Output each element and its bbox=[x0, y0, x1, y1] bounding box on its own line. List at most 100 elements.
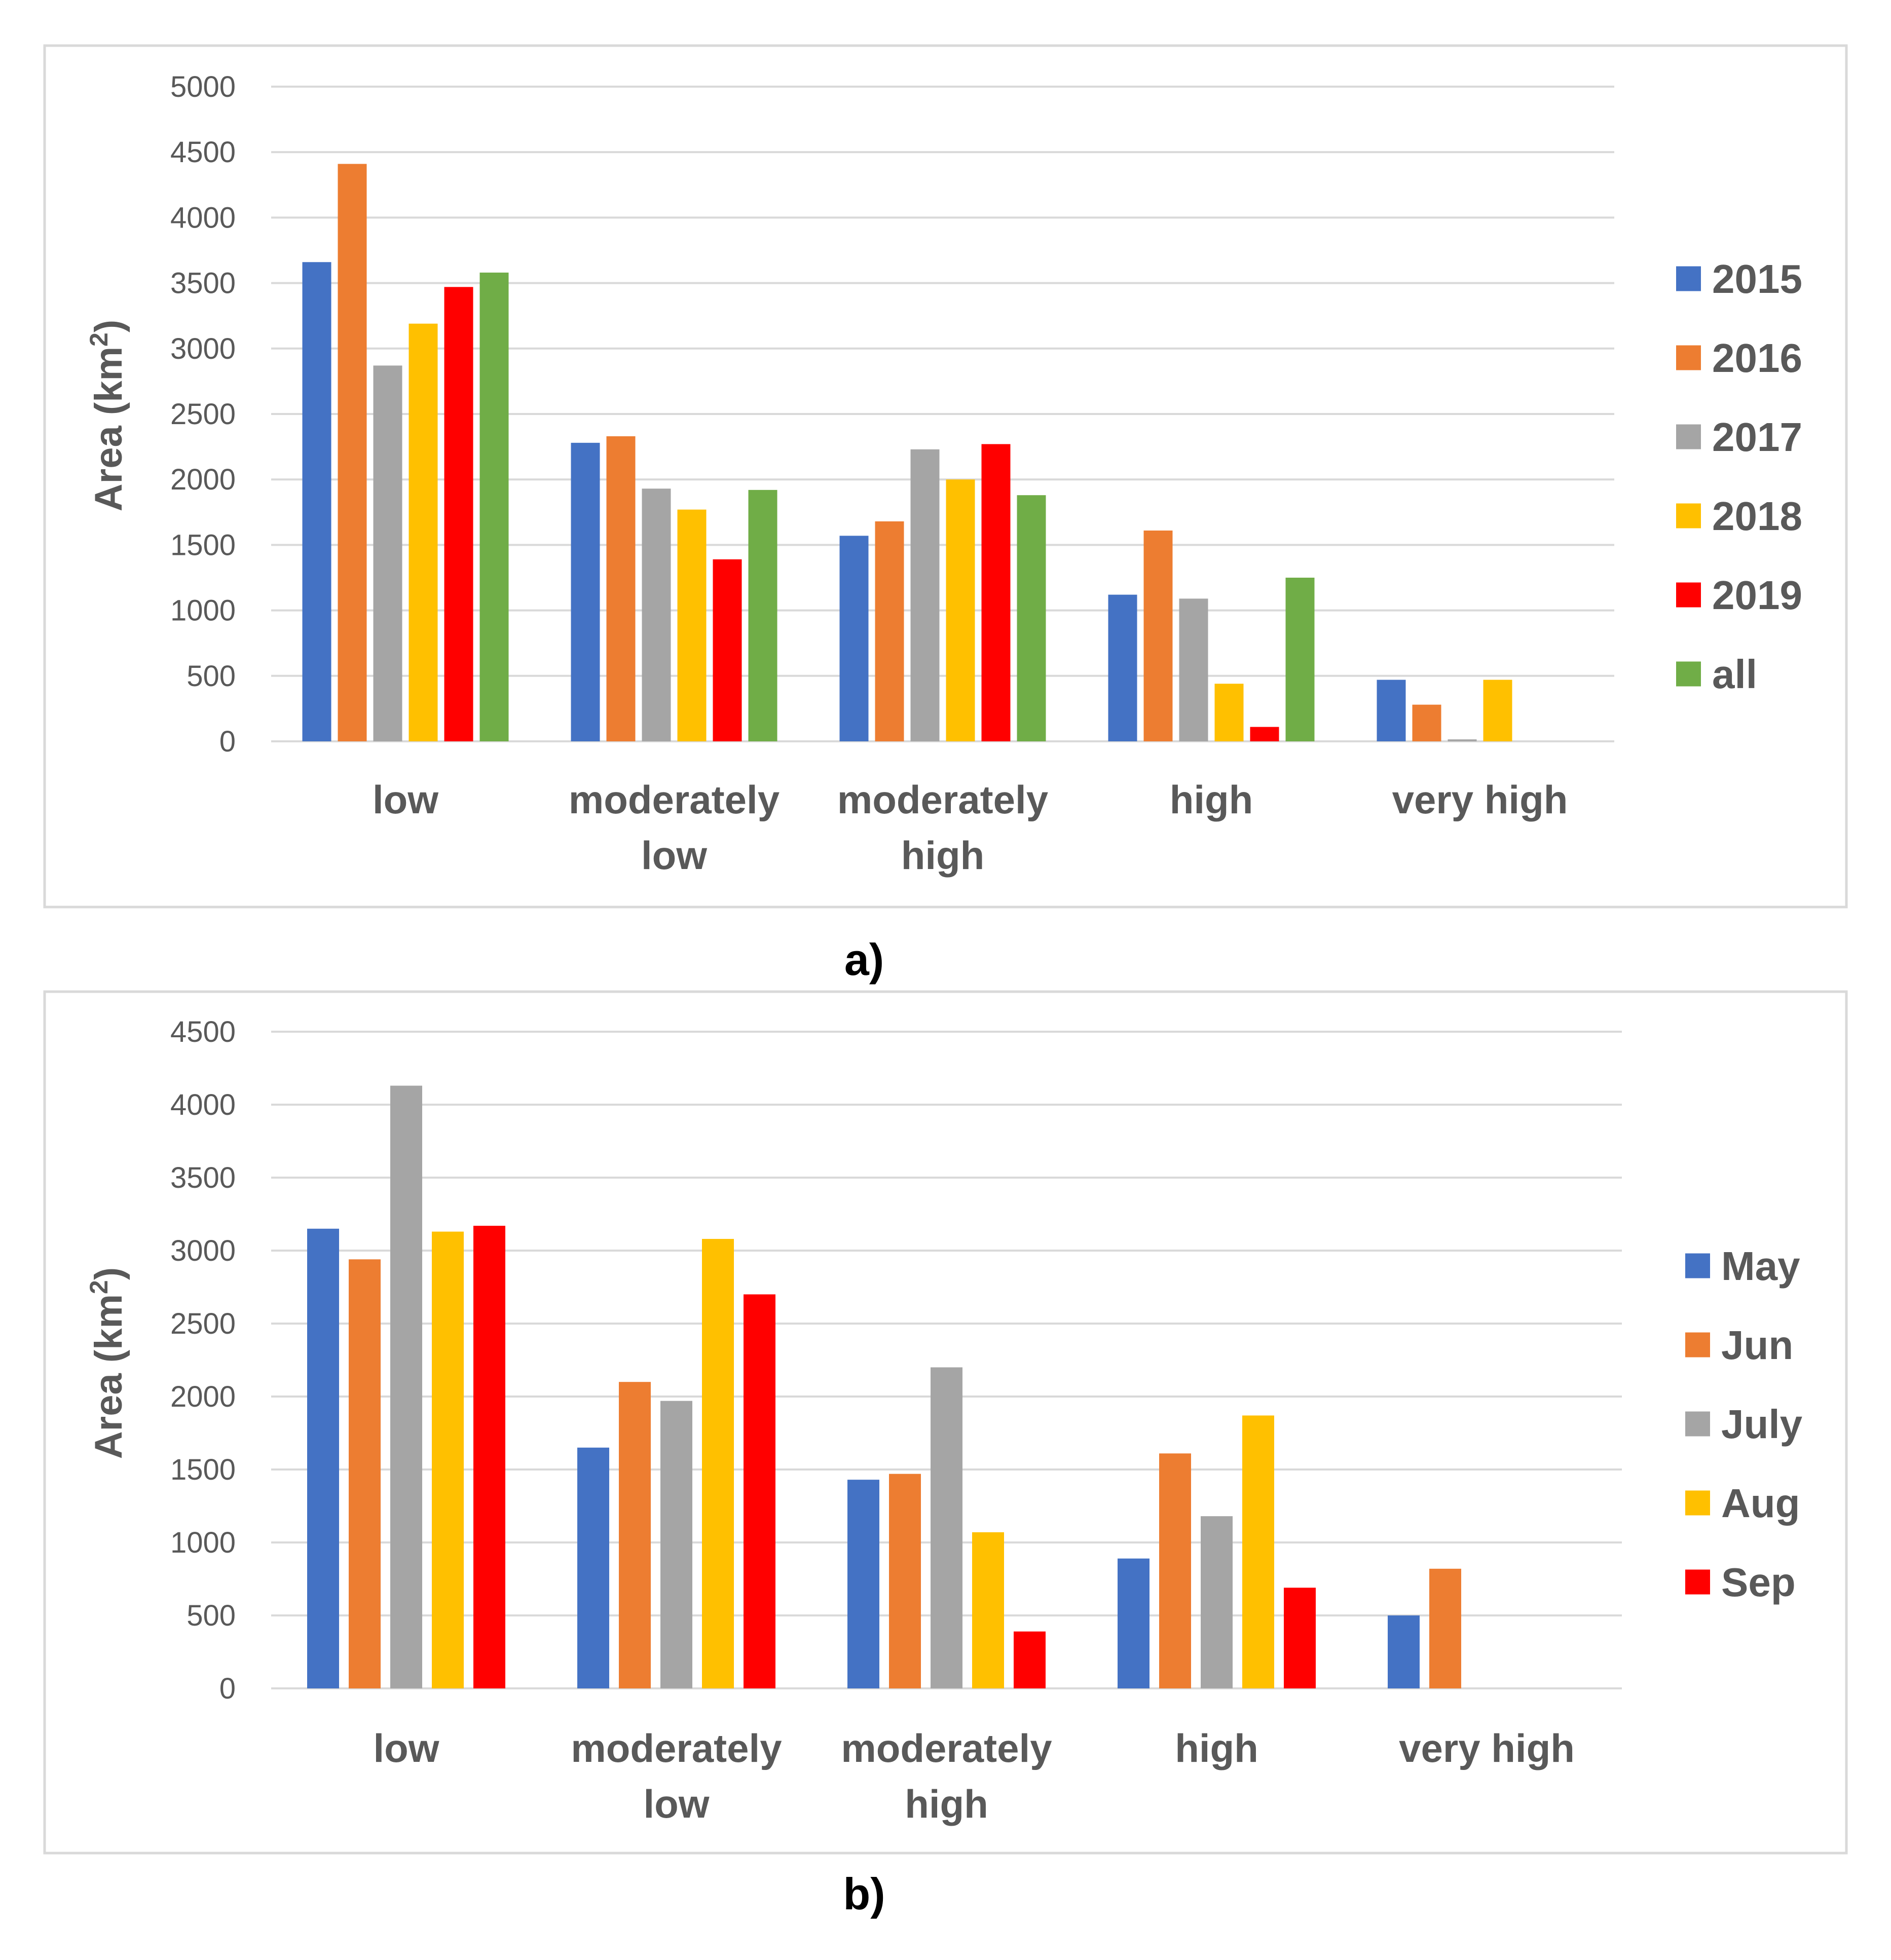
bar-2015-moderately-high bbox=[839, 536, 869, 741]
y-tick-label: 3500 bbox=[170, 1161, 236, 1194]
legend-swatch-2016 bbox=[1676, 345, 1701, 370]
bar-aug-moderately-low bbox=[702, 1238, 734, 1688]
bar-2019-low bbox=[444, 287, 473, 741]
y-axis-label-close: ) bbox=[87, 320, 130, 332]
y-tick-label: 1500 bbox=[170, 529, 236, 561]
bar-2016-moderately-high bbox=[875, 521, 904, 741]
bar-july-moderately-low bbox=[660, 1401, 692, 1688]
bar-july-moderately-high bbox=[931, 1367, 962, 1688]
category-label-line: low bbox=[373, 777, 438, 822]
panel-label: a) bbox=[844, 934, 884, 985]
category-label: low bbox=[374, 1726, 439, 1770]
bar-jun-high bbox=[1159, 1453, 1191, 1688]
bar-2017-moderately-high bbox=[910, 449, 940, 741]
y-tick-label: 3000 bbox=[170, 1234, 236, 1267]
category-label-line: low bbox=[644, 1782, 710, 1826]
bar-may-moderately-low bbox=[577, 1447, 609, 1688]
legend-swatch-july bbox=[1685, 1411, 1710, 1437]
y-tick-label: 1000 bbox=[170, 594, 236, 627]
bar-2018-very-high bbox=[1483, 680, 1512, 741]
bar-aug-low bbox=[432, 1231, 464, 1688]
category-label: high bbox=[1175, 1726, 1258, 1770]
y-axis-label-text: Area (km bbox=[87, 347, 130, 511]
y-tick-label: 0 bbox=[219, 1672, 236, 1705]
legend-swatch-2018 bbox=[1676, 503, 1701, 529]
bar-2017-low bbox=[373, 365, 402, 741]
bar-2015-high bbox=[1108, 594, 1137, 741]
y-tick-label: 500 bbox=[187, 660, 236, 693]
category-label: moderately low bbox=[569, 777, 780, 878]
legend-label-2018: 2018 bbox=[1712, 494, 1802, 539]
y-tick-label: 2500 bbox=[170, 1307, 236, 1340]
y-tick-label: 2500 bbox=[170, 398, 236, 431]
legend-swatch-2019 bbox=[1676, 582, 1701, 608]
bar-2019-moderately-low bbox=[713, 559, 742, 741]
legend-label-2016: 2016 bbox=[1712, 335, 1802, 381]
legend-label-2017: 2017 bbox=[1712, 414, 1802, 460]
bar-2017-very-high bbox=[1448, 739, 1477, 741]
chart-panel-a: 0 500 1000 1500 2000 2500 3000 3500 4000 4500 5000… bbox=[43, 44, 1848, 909]
bar-sep-high bbox=[1284, 1588, 1316, 1688]
bar-aug-moderately-high bbox=[972, 1532, 1004, 1688]
y-tick-label: 2000 bbox=[170, 463, 236, 496]
legend-label-sep: Sep bbox=[1721, 1560, 1796, 1605]
category-label-line: high bbox=[901, 833, 985, 878]
bar-jun-moderately-low bbox=[619, 1382, 651, 1688]
bar-all-low bbox=[479, 272, 509, 741]
bar-jun-low bbox=[349, 1259, 381, 1688]
legend-label-july: July bbox=[1721, 1402, 1803, 1447]
category-label-line: moderately bbox=[837, 777, 1048, 822]
legend-swatch-sep bbox=[1685, 1569, 1710, 1595]
category-label: very high bbox=[1392, 777, 1568, 822]
legend-label-2019: 2019 bbox=[1712, 573, 1802, 618]
category-label-line: high bbox=[905, 1782, 988, 1826]
bar-2018-moderately-high bbox=[946, 479, 975, 741]
category-label-line: very high bbox=[1392, 777, 1568, 822]
y-axis-label-text: Area (km bbox=[87, 1294, 130, 1459]
bar-jun-moderately-high bbox=[889, 1474, 921, 1688]
legend-swatch-2017 bbox=[1676, 424, 1701, 449]
bar-2015-very-high bbox=[1377, 680, 1406, 741]
bar-2018-moderately-low bbox=[677, 509, 707, 741]
bar-2019-moderately-high bbox=[981, 444, 1011, 741]
category-label-line: moderately bbox=[841, 1726, 1052, 1770]
legend-swatch-2015 bbox=[1676, 266, 1701, 291]
y-axis-label-superscript: 2 bbox=[85, 332, 113, 347]
bar-may-low bbox=[307, 1228, 339, 1688]
bar-sep-low bbox=[473, 1226, 505, 1688]
bar-may-moderately-high bbox=[847, 1480, 879, 1688]
category-label-line: very high bbox=[1399, 1726, 1575, 1770]
bar-july-high bbox=[1201, 1516, 1233, 1688]
category-label-line: high bbox=[1170, 777, 1253, 822]
bar-jun-very-high bbox=[1429, 1568, 1461, 1688]
category-label-line: high bbox=[1175, 1726, 1258, 1770]
y-tick-label: 4500 bbox=[170, 1015, 236, 1048]
y-tick-label: 1000 bbox=[170, 1526, 236, 1559]
bar-2017-high bbox=[1179, 598, 1208, 741]
bar-2016-moderately-low bbox=[606, 436, 636, 741]
category-label: low bbox=[373, 777, 438, 822]
bar-2015-low bbox=[302, 262, 331, 741]
bar-2018-high bbox=[1214, 684, 1244, 741]
category-label-line: moderately bbox=[571, 1726, 782, 1770]
bar-2016-high bbox=[1143, 530, 1173, 741]
legend-label-all: all bbox=[1712, 652, 1757, 697]
bar-may-high bbox=[1118, 1558, 1150, 1688]
y-tick-label: 4000 bbox=[170, 201, 236, 234]
y-tick-label: 5000 bbox=[170, 70, 236, 103]
y-tick-label: 3000 bbox=[170, 332, 236, 365]
y-tick-label: 4500 bbox=[170, 136, 236, 169]
bar-2017-moderately-low bbox=[642, 488, 671, 741]
bar-all-moderately-high bbox=[1017, 495, 1046, 741]
bar-2019-high bbox=[1250, 727, 1279, 741]
legend-label-may: May bbox=[1721, 1243, 1800, 1289]
bar-may-very-high bbox=[1388, 1615, 1420, 1688]
y-axis-label: Area (km2) bbox=[85, 320, 130, 511]
y-tick-label: 3500 bbox=[170, 267, 236, 300]
legend-label-aug: Aug bbox=[1721, 1481, 1800, 1526]
bar-2015-moderately-low bbox=[571, 442, 600, 741]
panel-label: b) bbox=[843, 1869, 885, 1919]
category-label: moderately high bbox=[841, 1726, 1052, 1826]
legend-label-2015: 2015 bbox=[1712, 256, 1802, 301]
bar-sep-moderately-high bbox=[1014, 1631, 1046, 1688]
